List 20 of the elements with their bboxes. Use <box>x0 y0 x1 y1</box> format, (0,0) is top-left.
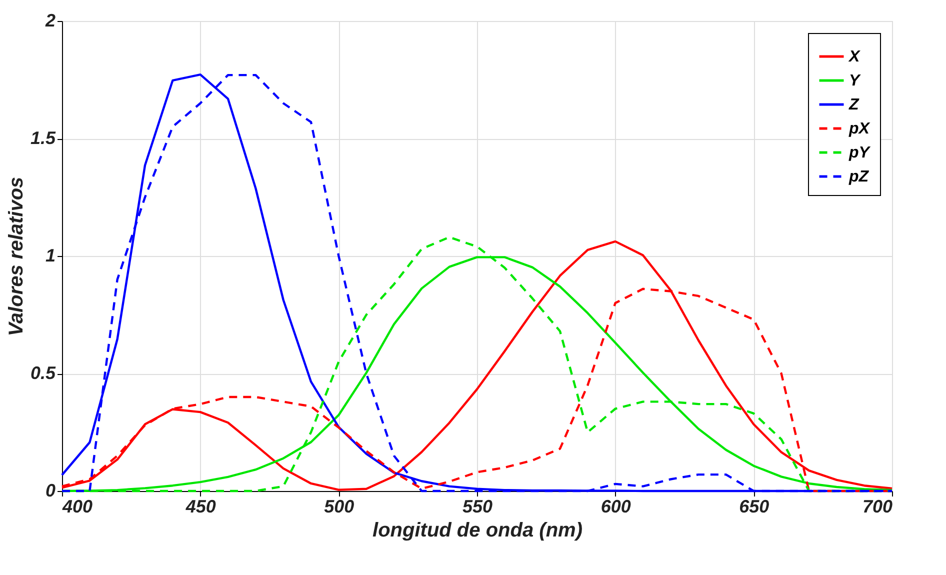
y-tick-label: 0 <box>45 480 56 500</box>
legend-label: X <box>848 48 861 66</box>
y-tick-label: 1 <box>45 246 56 266</box>
y-tick-label: 1.5 <box>30 128 56 148</box>
x-tick-label: 500 <box>324 496 354 516</box>
legend-label: pX <box>848 120 871 138</box>
x-tick-label: 450 <box>184 496 216 516</box>
legend-label: pZ <box>848 168 870 186</box>
legend-label: pY <box>848 144 871 162</box>
y-tick-label: 2 <box>44 10 56 30</box>
x-axis-title: longitud de onda (nm) <box>372 520 583 542</box>
y-tick-label: 0.5 <box>30 363 56 383</box>
x-tick-label: 650 <box>739 496 770 516</box>
x-tick-label: 700 <box>862 496 892 516</box>
y-axis-title: Valores relativos <box>5 176 28 336</box>
x-tick-label: 550 <box>462 496 493 516</box>
x-tick-label: 600 <box>600 496 631 516</box>
x-tick-label: 400 <box>62 496 93 516</box>
legend-label: Z <box>848 96 860 114</box>
legend-label: Y <box>849 72 861 90</box>
